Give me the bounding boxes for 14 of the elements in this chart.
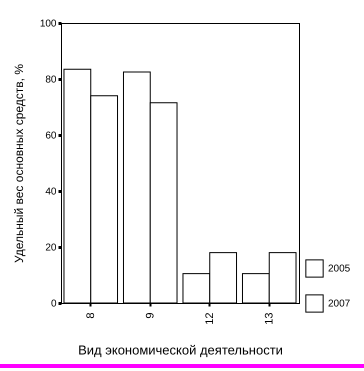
legend-label: 2007 xyxy=(328,298,351,310)
x-axis-title: Вид экономической деятельности xyxy=(78,342,283,358)
x-tick-label: 9 xyxy=(144,312,156,319)
y-tick-label: 60 xyxy=(45,130,57,142)
y-tick-label: 100 xyxy=(40,18,57,30)
y-tick-label: 40 xyxy=(45,186,57,198)
x-tick-label: 13 xyxy=(263,312,276,325)
legend-label: 2005 xyxy=(328,264,351,274)
y-axis-title: Удельный вес основных средств, % xyxy=(12,64,26,263)
y-tick-label: 0 xyxy=(50,298,57,310)
y-tick-label: 20 xyxy=(45,242,57,254)
x-tick-label: 12 xyxy=(204,312,216,325)
y-tick-label: 80 xyxy=(45,74,57,86)
x-tick-label: 8 xyxy=(84,312,97,319)
